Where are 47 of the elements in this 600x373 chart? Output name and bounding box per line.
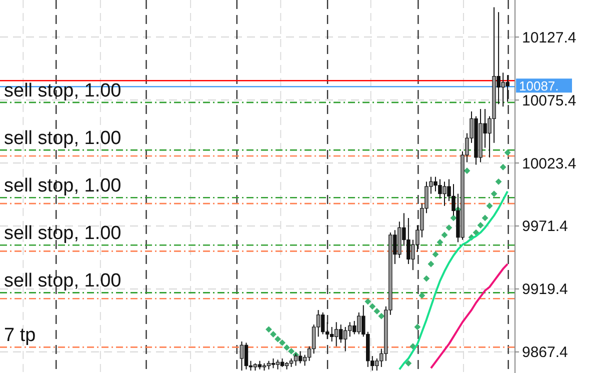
point — [279, 340, 286, 346]
point — [486, 202, 493, 210]
y-tick-label: 9919.4 — [522, 281, 568, 298]
point — [270, 331, 276, 338]
ref-line-label: 7 tp — [4, 325, 36, 346]
point — [482, 214, 488, 222]
candlestick — [298, 350, 302, 364]
point — [266, 326, 272, 333]
point — [405, 360, 412, 367]
point — [504, 149, 511, 156]
line-series — [398, 190, 509, 370]
point — [500, 164, 506, 170]
ref-line-label: sell stop, 1.00 — [4, 223, 122, 244]
candlestick — [244, 342, 248, 370]
y-tick-label: 10023.4 — [522, 155, 576, 172]
point — [436, 239, 444, 246]
ref-line-label: sell stop, 1.00 — [4, 80, 122, 102]
line-series — [430, 263, 509, 370]
point — [495, 178, 502, 185]
y-tick-label: 9867.4 — [522, 344, 568, 362]
point — [441, 232, 448, 238]
candlestick — [240, 341, 244, 372]
point — [428, 260, 434, 268]
point — [490, 190, 498, 197]
candlestick — [320, 312, 325, 335]
point — [369, 303, 376, 310]
y-tick-label: 9971.4 — [522, 218, 568, 236]
ref-line-label: sell stop, 1.00 — [4, 270, 122, 292]
point — [288, 348, 294, 354]
point — [374, 308, 380, 314]
point — [450, 214, 457, 222]
candlestick — [271, 358, 276, 369]
y-tick-label: 10127.4 — [522, 29, 576, 46]
point — [414, 324, 421, 330]
point — [274, 336, 281, 342]
ref-line-label: sell stop, 1.00 — [4, 176, 122, 197]
point — [364, 298, 372, 305]
point — [423, 275, 430, 282]
y-tick-label: 10075.4 — [522, 92, 576, 110]
point — [418, 292, 426, 299]
candlestick — [294, 353, 298, 366]
ref-line-label: 10087. — [519, 78, 559, 94]
point — [284, 344, 290, 351]
candlestick — [276, 359, 280, 370]
point — [432, 251, 439, 258]
point — [378, 312, 385, 320]
point — [446, 224, 452, 231]
